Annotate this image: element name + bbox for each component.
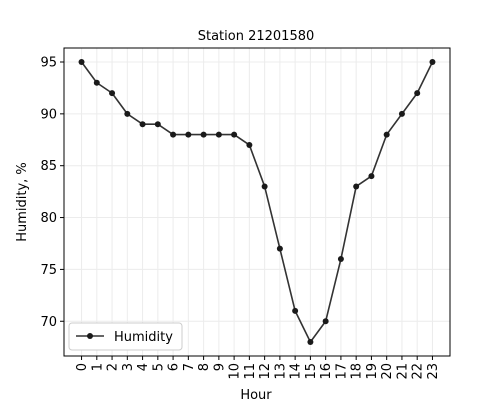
legend: Humidity: [68, 322, 183, 351]
x-tick-label: 13: [273, 363, 288, 380]
legend-box: [68, 322, 183, 351]
x-tick-label: 14: [289, 363, 304, 380]
x-tick-label: 2: [106, 363, 121, 371]
humidity-data-point: [109, 90, 116, 97]
y-axis-label: Humidity, %: [15, 162, 30, 242]
y-tick-label: 80: [40, 211, 57, 226]
humidity-data-point: [307, 339, 314, 345]
humidity-data-point: [231, 131, 238, 138]
y-tick-label: 95: [40, 56, 57, 71]
x-tick-label: 5: [151, 363, 166, 371]
humidity-data-point: [322, 318, 329, 325]
x-tick-label: 20: [380, 363, 395, 380]
x-tick-label: 7: [182, 363, 197, 371]
y-tick-label: 70: [40, 315, 57, 330]
x-tick-label: 9: [212, 363, 227, 371]
x-tick-label: 21: [395, 363, 410, 380]
grid-layer: [64, 48, 450, 356]
y-tick-label: 85: [40, 159, 57, 174]
humidity-data-point: [93, 79, 100, 86]
x-tick-label: 17: [334, 363, 349, 380]
humidity-data-point: [383, 131, 390, 138]
y-tick-label: 75: [40, 263, 57, 278]
humidity-data-point: [200, 131, 207, 138]
humidity-data-point: [261, 183, 268, 190]
humidity-data-point: [215, 131, 222, 138]
plot-frame: [63, 47, 451, 357]
humidity-data-point: [429, 59, 436, 65]
series-layer: [78, 59, 436, 345]
x-tick-label: 10: [228, 363, 243, 380]
humidity-data-point: [124, 110, 131, 117]
humidity-data-point: [170, 131, 177, 138]
x-axis-label: Hour: [240, 388, 272, 400]
humidity-data-point: [337, 256, 344, 263]
humidity-data-point: [398, 110, 405, 117]
humidity-data-point: [154, 121, 161, 128]
humidity-data-point: [368, 173, 375, 180]
chart-title: Station 21201580: [198, 29, 315, 44]
x-tick-label: 3: [121, 363, 136, 371]
x-tick-label: 23: [426, 363, 441, 380]
x-tick-label: 15: [304, 363, 319, 380]
x-tick-label: 12: [258, 363, 273, 380]
humidity-data-point: [353, 183, 360, 190]
humidity-data-point: [185, 131, 192, 138]
x-tick-label: 1: [90, 363, 105, 371]
humidity-data-point: [276, 245, 283, 252]
legend-label: Humidity: [114, 330, 173, 345]
x-tick-label: 4: [136, 363, 151, 371]
humidity-series-line: [80, 61, 434, 343]
x-tick-label: 19: [365, 363, 380, 380]
x-tick-label: 18: [350, 363, 365, 380]
humidity-data-point: [78, 59, 85, 65]
humidity-data-point: [292, 307, 299, 314]
x-tick-label: 0: [75, 363, 90, 371]
x-tick-label: 22: [411, 363, 426, 380]
humidity-data-point: [414, 90, 421, 97]
x-tick-label: 8: [197, 363, 212, 371]
x-tick-label: 11: [243, 363, 258, 380]
x-tick-label: 6: [167, 363, 182, 371]
x-tick-label: 16: [319, 363, 334, 380]
legend-marker-sample: [87, 333, 93, 339]
humidity-data-point: [246, 141, 253, 148]
humidity-data-point: [139, 121, 146, 128]
y-tick-label: 90: [40, 107, 57, 122]
